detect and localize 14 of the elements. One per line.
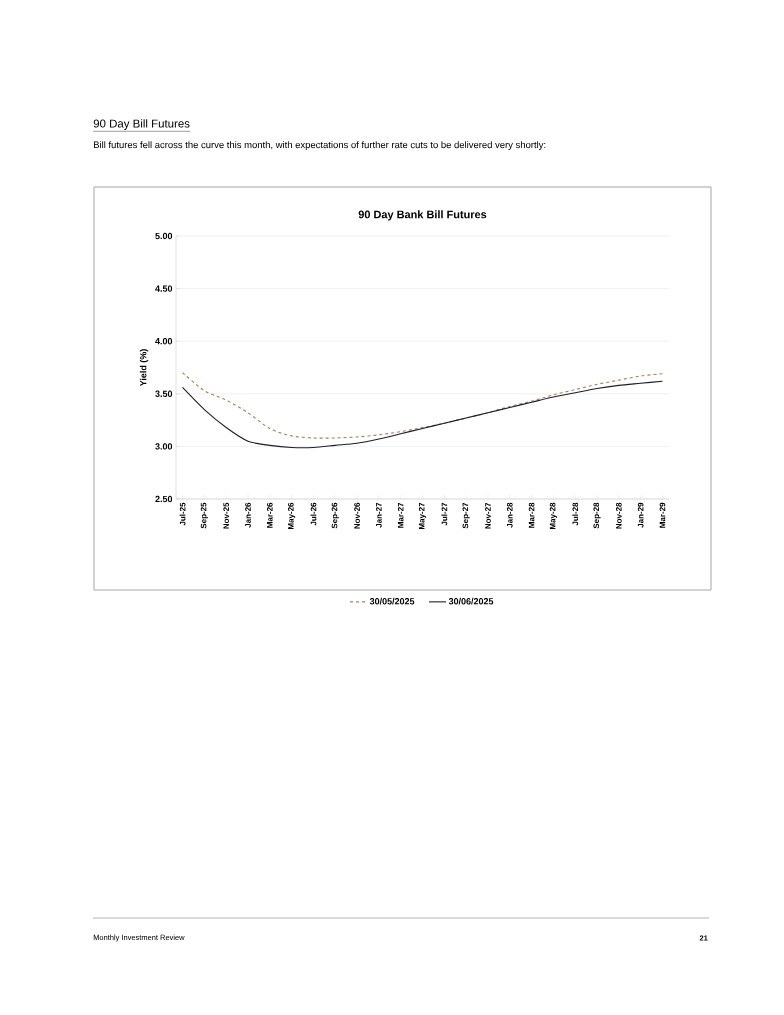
y-tick-label: 4.50	[155, 285, 173, 292]
y-tick-label: 3.00	[155, 443, 173, 450]
y-tick-label: 4.00	[155, 338, 173, 345]
y-tick-label: 5.00	[155, 232, 173, 240]
y-axis-title: Yield (%)	[139, 349, 149, 387]
line-series	[182, 372, 664, 439]
text: Bill futures fell across the curve this month, with expectations of further rate cuts to be delivered very shortly:	[93, 141, 546, 151]
y-tick-label: 2.50	[155, 495, 173, 503]
legend-label: 30/06/2025	[448, 597, 494, 605]
y-tick-label: 3.50	[155, 390, 173, 397]
legend-label: 30/05/2025	[369, 597, 415, 605]
text: 90 Day Bill Futures	[93, 119, 190, 130]
chart-title: 90 Day Bank Bill Futures	[358, 210, 487, 221]
line-series	[182, 380, 664, 449]
